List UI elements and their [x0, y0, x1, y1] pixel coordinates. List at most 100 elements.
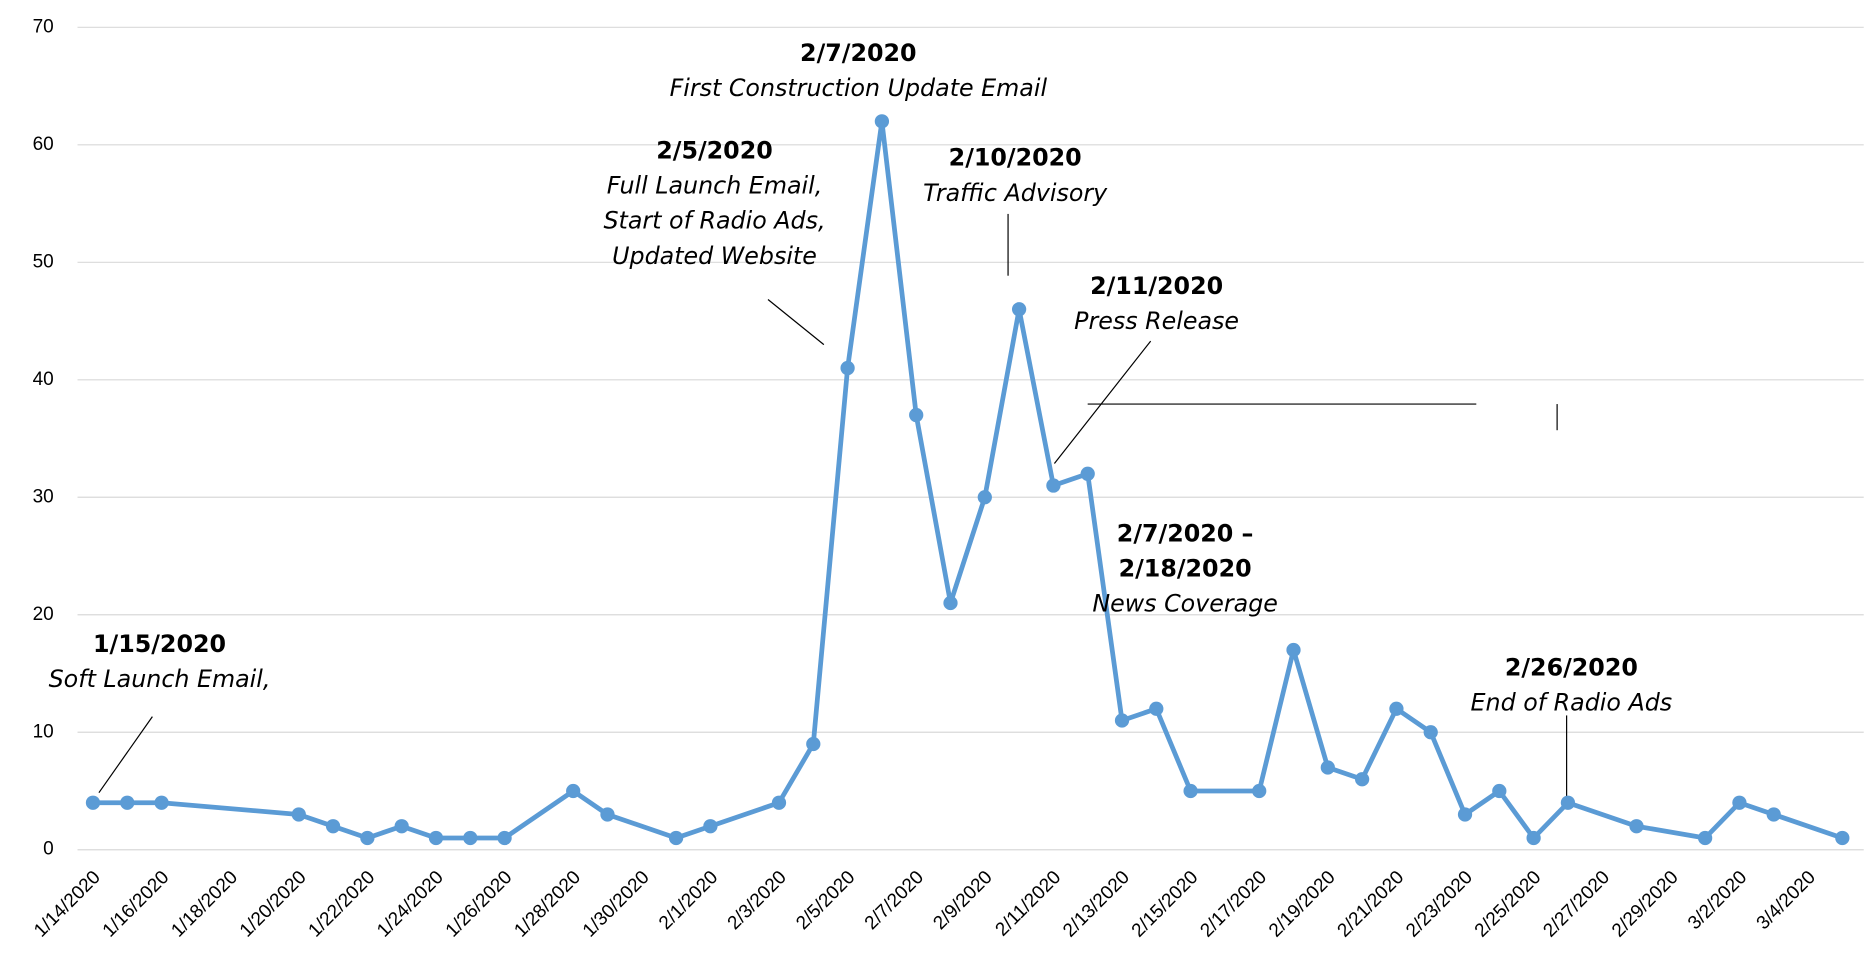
annotation-text: News Coverage — [1092, 589, 1278, 617]
data-point — [874, 114, 890, 129]
series-line — [92, 118, 1844, 841]
y-tick-label: 50 — [33, 251, 54, 272]
x-tick-label: 2/1/2020 — [655, 867, 722, 934]
data-point — [1629, 819, 1644, 834]
data-point — [806, 736, 821, 752]
data-point — [394, 819, 409, 834]
x-tick-label: 3/4/2020 — [1753, 867, 1820, 934]
leader-line — [767, 299, 825, 346]
grid — [77, 26, 1864, 851]
x-tick-label: 2/19/2020 — [1265, 867, 1340, 942]
data-point — [497, 830, 512, 846]
data-point — [1766, 807, 1781, 822]
data-point — [1526, 830, 1541, 846]
data-point — [1149, 701, 1164, 716]
data-point — [1183, 783, 1198, 799]
data-point — [668, 830, 684, 846]
annotation-date: 2/7/2020 — [800, 39, 917, 67]
data-point — [977, 490, 992, 505]
leader-line — [1053, 340, 1152, 464]
data-point — [120, 795, 135, 810]
x-tick-label: 2/21/2020 — [1334, 867, 1409, 942]
annotation-text: Full Launch Email, — [607, 172, 823, 200]
data-point — [1320, 760, 1335, 775]
x-tick-label: 1/14/2020 — [30, 867, 105, 942]
annotation-text: Soft Launch Email, — [49, 665, 271, 693]
annotation-text: Traffic Advisory — [923, 179, 1108, 207]
annotation-date: 2/7/2020 – — [1117, 519, 1254, 547]
data-point — [85, 795, 101, 810]
data-point — [909, 407, 924, 423]
y-tick-label: 40 — [33, 369, 54, 390]
x-tick-label: 2/9/2020 — [929, 867, 996, 934]
data-point — [600, 807, 615, 822]
x-tick-label: 1/26/2020 — [442, 867, 517, 942]
annotation-date: 2/18/2020 — [1119, 554, 1252, 582]
data-point — [1492, 783, 1507, 799]
x-tick-label: 2/17/2020 — [1196, 867, 1271, 942]
data-point — [1560, 795, 1576, 810]
x-tick-label: 2/25/2020 — [1471, 867, 1546, 942]
x-tick-label: 2/11/2020 — [992, 867, 1066, 941]
x-tick-label: 2/27/2020 — [1539, 867, 1614, 942]
data-point — [428, 830, 444, 846]
data-point — [771, 795, 787, 810]
annotation-date: 1/15/2020 — [93, 630, 226, 658]
data-point — [291, 807, 306, 822]
annotation-date: 2/11/2020 — [1090, 272, 1223, 300]
y-tick-label: 20 — [33, 604, 54, 625]
annotation-date: 2/10/2020 — [949, 144, 1082, 172]
data-point — [360, 830, 375, 846]
x-tick-label: 3/2/2020 — [1684, 867, 1751, 934]
x-tick-label: 2/7/2020 — [861, 867, 928, 934]
annotation-text: Start of Radio Ads, — [603, 207, 825, 235]
x-tick-label: 1/22/2020 — [305, 867, 380, 942]
data-point — [703, 819, 718, 834]
annotation-date: 2/26/2020 — [1505, 654, 1638, 682]
leader-lines — [98, 213, 1568, 799]
annotation-text: Updated Website — [612, 242, 817, 270]
x-tick-label: 2/5/2020 — [792, 867, 859, 934]
data-point — [1423, 725, 1438, 740]
data-point — [1835, 830, 1850, 846]
data-point — [1114, 713, 1130, 728]
annotation-text: End of Radio Ads — [1471, 689, 1673, 717]
data-point — [325, 819, 341, 834]
data-point — [1354, 772, 1370, 787]
x-tick-label: 2/29/2020 — [1608, 867, 1683, 942]
y-tick-label: 60 — [33, 134, 54, 155]
data-point — [1457, 807, 1473, 822]
data-point — [1389, 701, 1404, 716]
y-tick-label: 0 — [43, 839, 54, 860]
annotation-text: Press Release — [1074, 307, 1239, 335]
data-point — [566, 783, 581, 799]
data-point — [1252, 783, 1267, 799]
y-tick-label: 30 — [33, 486, 54, 507]
x-tick-label: 2/3/2020 — [724, 867, 791, 934]
x-tick-label: 2/23/2020 — [1402, 867, 1477, 942]
annotation-date: 2/5/2020 — [656, 137, 773, 165]
x-tick-label: 1/24/2020 — [373, 867, 448, 942]
data-point — [154, 795, 169, 810]
data-point — [463, 830, 478, 846]
x-tick-label: 1/30/2020 — [579, 867, 654, 942]
data-point — [840, 360, 855, 376]
data-point — [1011, 302, 1027, 317]
data-point — [1732, 795, 1747, 810]
leader-line — [98, 716, 153, 794]
data-point — [1286, 642, 1301, 658]
x-tick-label: 2/15/2020 — [1128, 867, 1203, 942]
data-point — [1080, 466, 1095, 481]
data-point — [1697, 830, 1713, 846]
x-tick-label: 1/16/2020 — [99, 867, 174, 942]
x-tick-label: 1/28/2020 — [510, 867, 585, 942]
data-point — [943, 595, 958, 611]
y-tick-label: 70 — [33, 16, 54, 37]
y-tick-label: 10 — [33, 721, 54, 742]
x-tick-label: 1/18/2020 — [167, 867, 242, 942]
annotation-text: First Construction Update Email — [670, 74, 1048, 102]
data-point — [1046, 478, 1061, 493]
x-tick-label: 2/13/2020 — [1059, 867, 1134, 942]
